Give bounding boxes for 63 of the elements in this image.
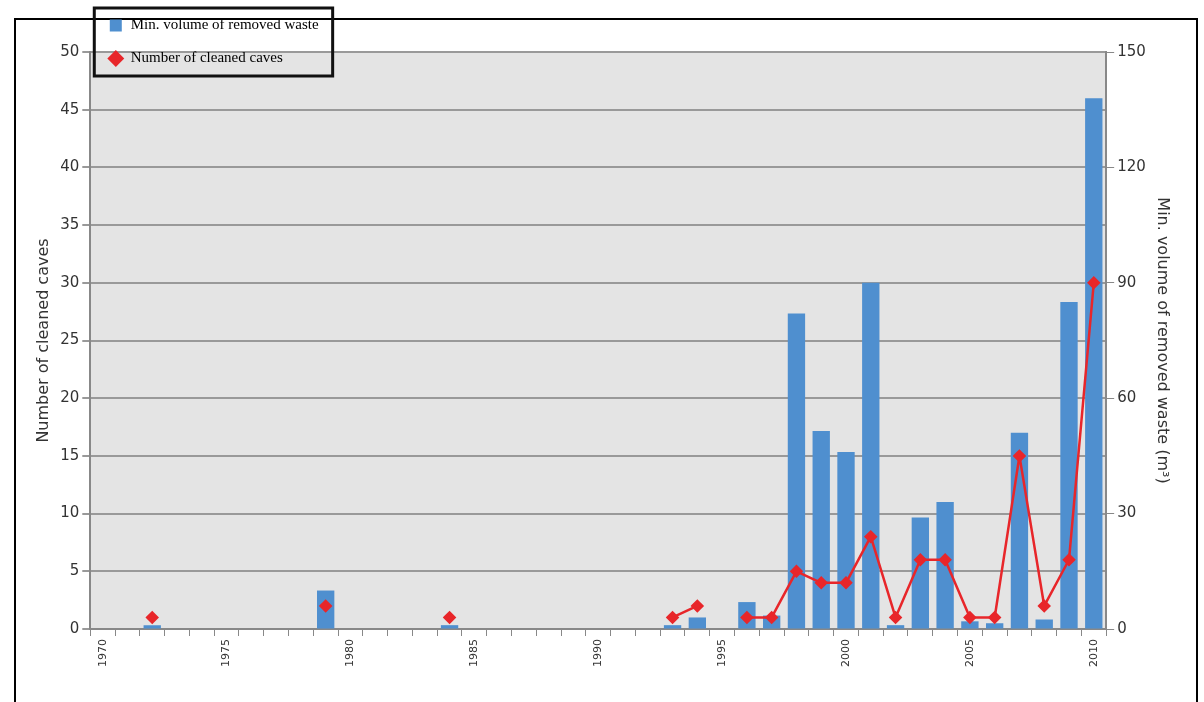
x-tick-label: 2010 <box>1086 639 1100 668</box>
x-tick-label: 1980 <box>343 639 357 668</box>
y2-tick-label: 0 <box>1117 618 1127 637</box>
bar <box>1060 302 1078 629</box>
bar <box>663 625 682 629</box>
point <box>691 599 704 613</box>
point <box>1037 599 1051 613</box>
bar <box>1085 98 1103 629</box>
y2-tick-label: 30 <box>1117 503 1137 522</box>
point <box>938 553 952 567</box>
point <box>914 553 927 567</box>
point <box>443 611 456 624</box>
bar <box>1010 432 1029 629</box>
bar <box>886 625 905 629</box>
point <box>839 576 853 590</box>
x-tick-label: 1990 <box>591 639 605 668</box>
x-tick-label: 2000 <box>838 639 852 668</box>
point <box>988 611 1001 624</box>
point <box>814 576 828 590</box>
bar <box>688 617 707 629</box>
y-tick-label: 20 <box>60 388 80 407</box>
bar <box>862 282 880 629</box>
bar <box>961 621 979 629</box>
point <box>1087 276 1101 290</box>
y-tick-label: 25 <box>60 330 80 349</box>
bar <box>812 430 830 629</box>
y2-tick-label: 120 <box>1117 157 1146 176</box>
y-tick-label: 5 <box>69 561 80 580</box>
point <box>666 611 679 624</box>
y2-tick-label: 60 <box>1117 388 1137 407</box>
x-tick-label: 1985 <box>467 639 481 668</box>
y-tick-label: 35 <box>60 214 80 233</box>
bar <box>986 623 1004 629</box>
y-tick-label: 15 <box>60 445 80 464</box>
y2-tick-label: 150 <box>1117 41 1146 60</box>
bar <box>440 625 459 629</box>
bar <box>837 452 855 629</box>
x-tick-label: 1970 <box>95 639 109 668</box>
y2-axis-title: Min. volume of removed waste (m³) <box>1154 197 1174 484</box>
bar <box>143 625 161 629</box>
y-tick-label: 10 <box>60 503 80 522</box>
legend-label: Number of cleaned caves <box>130 49 283 66</box>
point <box>790 565 803 578</box>
x-tick-label: 2005 <box>962 639 976 668</box>
x-tick-label: 1975 <box>219 639 233 668</box>
point <box>963 611 977 624</box>
y-tick-label: 50 <box>60 41 80 60</box>
y-tick-label: 45 <box>60 99 80 118</box>
point <box>1013 449 1026 463</box>
point <box>889 611 902 624</box>
y-axis-title: Number of cleaned caves <box>32 238 52 443</box>
bar <box>1035 619 1053 629</box>
point <box>864 530 878 543</box>
point <box>145 611 159 624</box>
point <box>1062 553 1076 567</box>
y-tick-label: 40 <box>60 157 80 176</box>
y2-tick-label: 90 <box>1117 272 1137 291</box>
y-tick-label: 30 <box>60 272 80 291</box>
y-tick-label: 0 <box>69 618 80 637</box>
bar <box>787 313 806 629</box>
x-tick-label: 1995 <box>714 639 728 668</box>
bar <box>936 502 954 629</box>
bar <box>911 517 930 629</box>
